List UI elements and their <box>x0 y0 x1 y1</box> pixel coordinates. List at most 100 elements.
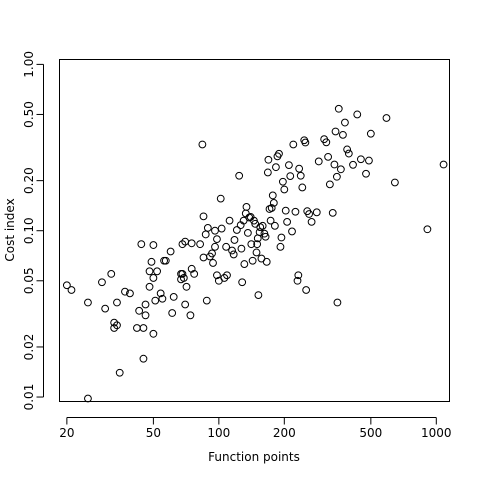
data-point <box>208 249 216 258</box>
data-point <box>366 129 375 138</box>
data-point <box>291 207 300 216</box>
data-point <box>247 240 256 249</box>
data-point <box>149 329 158 338</box>
data-point <box>275 149 283 158</box>
data-point <box>353 110 362 119</box>
y-axis-title: Cost index <box>3 198 17 261</box>
data-point <box>211 226 219 235</box>
data-point <box>169 292 178 301</box>
data-point <box>322 138 331 147</box>
data-point <box>268 191 277 200</box>
data-point <box>168 309 177 317</box>
data-point <box>141 300 150 309</box>
data-point <box>229 250 238 259</box>
data-point <box>270 221 279 230</box>
data-point <box>166 247 175 256</box>
data-point <box>228 246 236 255</box>
data-point <box>302 286 311 294</box>
data-point <box>343 145 352 154</box>
y-tick-label: 0.10 <box>22 217 36 244</box>
x-tick-label: 50 <box>146 426 161 440</box>
data-point <box>242 203 251 211</box>
data-point <box>262 257 271 266</box>
data-point <box>187 239 196 248</box>
data-point <box>110 324 119 332</box>
data-point <box>199 253 208 262</box>
data-point <box>158 294 167 303</box>
data-point <box>216 194 225 203</box>
data-point <box>113 321 121 330</box>
data-point <box>115 368 124 377</box>
data-point <box>196 240 205 249</box>
data-point <box>331 127 340 136</box>
y-tick-label: 1.00 <box>22 51 36 78</box>
data-point <box>145 267 154 276</box>
x-tick-label: 200 <box>273 426 296 440</box>
y-tick-label: 0.20 <box>22 167 36 194</box>
data-point <box>110 318 119 327</box>
data-point <box>312 208 321 217</box>
data-point <box>62 281 71 290</box>
x-tick-label: 100 <box>207 426 230 440</box>
data-point <box>84 394 92 403</box>
data-point <box>255 228 264 237</box>
data-point <box>179 274 188 282</box>
data-point <box>293 276 302 285</box>
data-point <box>98 278 106 287</box>
data-point <box>126 289 134 298</box>
data-point <box>209 259 217 267</box>
data-point <box>199 212 208 221</box>
y-axis: 0.01 0.02 0.05 0.10 0.20 0.50 1.00 <box>22 51 44 410</box>
data-point <box>84 298 92 307</box>
y-tick-label: 0.05 <box>22 267 36 294</box>
plot-frame <box>59 59 450 402</box>
data-point <box>324 152 333 161</box>
data-point <box>203 223 212 232</box>
data-point <box>349 160 357 169</box>
data-point <box>139 324 148 332</box>
data-point <box>325 180 334 189</box>
data-point <box>283 217 292 226</box>
data-point <box>330 160 339 169</box>
data-point <box>356 155 365 164</box>
data-point <box>390 178 399 187</box>
data-point <box>277 233 286 242</box>
data-point <box>147 257 156 266</box>
data-point <box>285 161 293 170</box>
data-point <box>133 324 141 332</box>
data-point <box>153 267 161 276</box>
data-point <box>248 256 257 265</box>
data-point <box>281 206 290 215</box>
data-point <box>230 236 239 244</box>
data-point <box>332 172 341 181</box>
data-point <box>272 163 280 172</box>
data-point <box>156 289 165 298</box>
data-point <box>141 311 150 320</box>
y-tick-label: 0.50 <box>22 101 36 128</box>
data-point <box>187 264 196 273</box>
data-point <box>222 242 231 251</box>
data-point <box>286 172 295 180</box>
data-point <box>263 168 272 177</box>
data-point <box>439 160 448 169</box>
data-point <box>305 210 313 218</box>
x-tick-label: 1000 <box>421 426 452 440</box>
data-point <box>240 260 249 268</box>
x-tick-label: 20 <box>59 426 74 440</box>
data-point <box>217 224 226 233</box>
data-point <box>314 157 323 166</box>
data-point <box>365 156 373 165</box>
data-point <box>213 271 221 280</box>
data-point <box>149 274 158 282</box>
data-point <box>280 185 289 194</box>
data-point <box>252 248 261 257</box>
data-point <box>213 235 221 244</box>
data-point <box>135 306 144 315</box>
data-point <box>258 221 267 230</box>
data-point <box>137 240 146 249</box>
data-point <box>341 118 349 127</box>
data-point <box>243 229 252 237</box>
data-point <box>139 354 148 363</box>
x-axis-title: Function points <box>208 450 300 464</box>
